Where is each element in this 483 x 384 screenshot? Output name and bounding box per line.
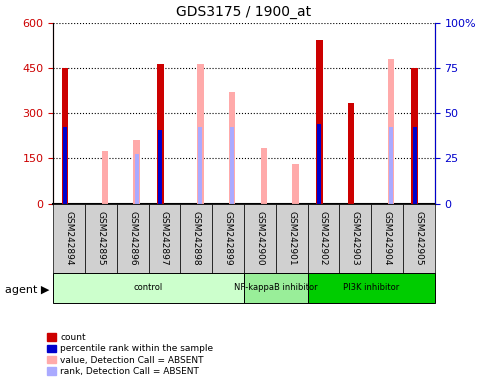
Bar <box>157 64 164 204</box>
Bar <box>230 127 234 204</box>
Text: GSM242894: GSM242894 <box>65 211 73 265</box>
Bar <box>158 130 162 204</box>
Text: control: control <box>134 283 163 293</box>
Text: GSM242902: GSM242902 <box>319 211 328 265</box>
Bar <box>61 68 68 204</box>
Bar <box>292 164 299 204</box>
Bar <box>412 68 418 204</box>
Bar <box>117 204 149 273</box>
Bar <box>316 40 323 204</box>
Bar <box>389 127 393 204</box>
Text: GSM242900: GSM242900 <box>256 211 264 265</box>
Text: GSM242903: GSM242903 <box>351 211 360 265</box>
Bar <box>308 273 435 303</box>
Bar <box>198 127 202 204</box>
Bar <box>403 204 435 273</box>
Bar <box>149 204 180 273</box>
Text: GSM242904: GSM242904 <box>383 211 392 265</box>
Bar <box>412 127 417 204</box>
Title: GDS3175 / 1900_at: GDS3175 / 1900_at <box>176 5 312 19</box>
Bar <box>63 127 67 204</box>
Text: agent ▶: agent ▶ <box>5 285 49 295</box>
Text: GSM242899: GSM242899 <box>224 211 232 265</box>
Text: GSM242905: GSM242905 <box>414 211 423 265</box>
Text: NF-kappaB inhibitor: NF-kappaB inhibitor <box>234 283 317 293</box>
Text: GSM242896: GSM242896 <box>128 211 137 265</box>
Bar <box>371 204 403 273</box>
Bar <box>261 148 267 204</box>
Bar <box>101 151 108 204</box>
Bar <box>317 124 321 204</box>
Bar <box>388 59 395 204</box>
Text: GSM242898: GSM242898 <box>192 211 201 265</box>
Text: GSM242901: GSM242901 <box>287 211 296 265</box>
Bar <box>53 273 244 303</box>
Legend: count, percentile rank within the sample, value, Detection Call = ABSENT, rank, : count, percentile rank within the sample… <box>43 329 217 379</box>
Text: GSM242897: GSM242897 <box>160 211 169 265</box>
Bar <box>133 141 140 204</box>
Bar <box>276 204 308 273</box>
Bar <box>229 92 236 204</box>
Text: PI3K inhibitor: PI3K inhibitor <box>343 283 399 293</box>
Bar <box>244 273 308 303</box>
Bar <box>339 204 371 273</box>
Bar <box>85 204 117 273</box>
Bar <box>212 204 244 273</box>
Bar <box>244 204 276 273</box>
Text: GSM242895: GSM242895 <box>96 211 105 265</box>
Bar <box>197 64 204 204</box>
Bar <box>348 103 355 204</box>
Bar <box>180 204 212 273</box>
Bar <box>308 204 339 273</box>
Bar <box>135 154 139 204</box>
Bar <box>53 204 85 273</box>
